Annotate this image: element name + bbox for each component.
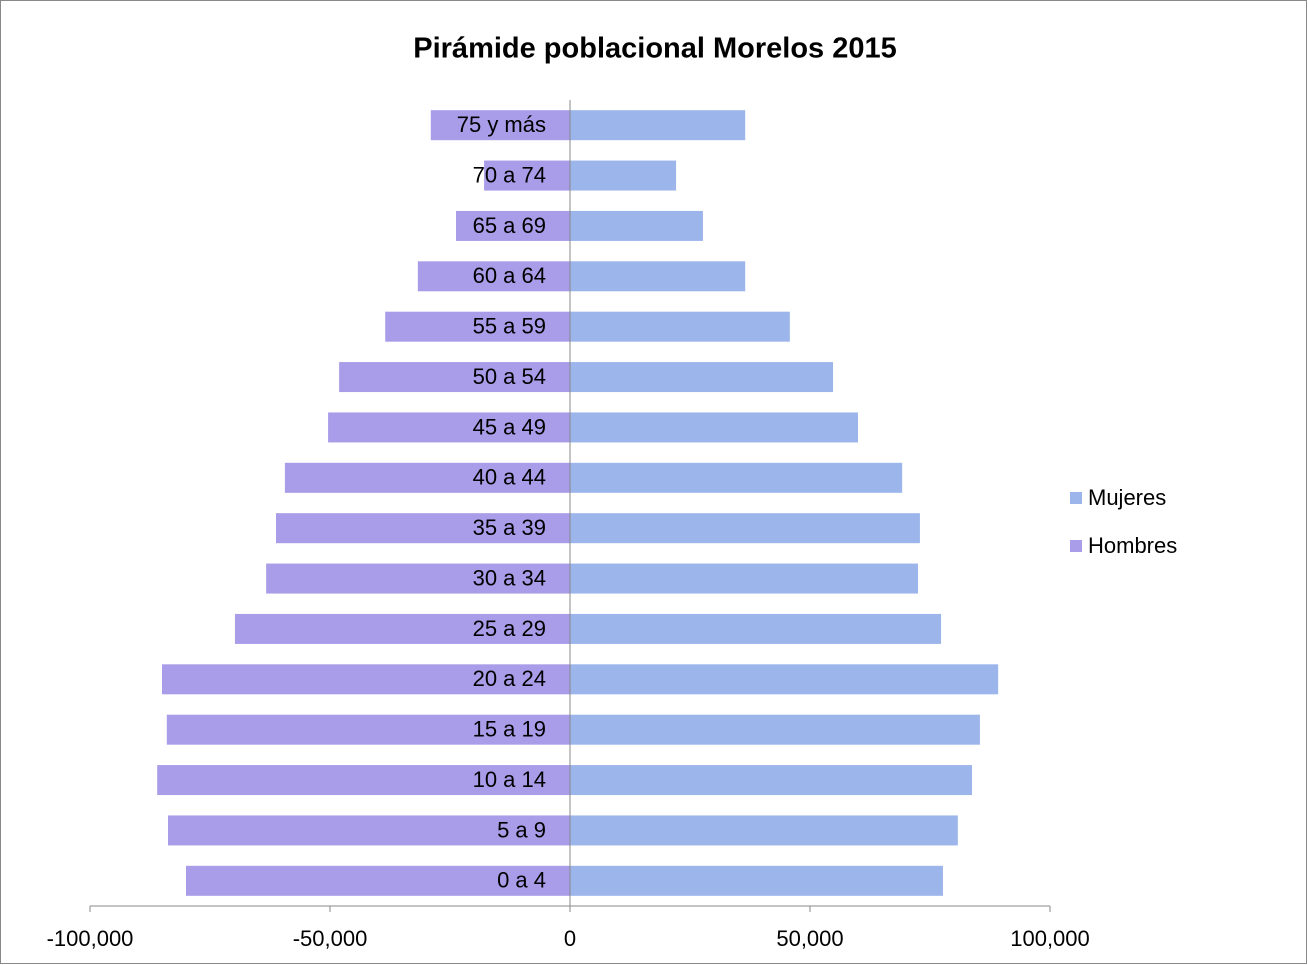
bar [186, 865, 570, 896]
bar [166, 714, 571, 745]
bar [570, 462, 903, 493]
bar [570, 765, 972, 796]
x-tick-label: 50,000 [776, 926, 843, 951]
bar [484, 160, 570, 191]
bar [328, 412, 570, 443]
x-tick-label: -50,000 [293, 926, 368, 951]
bar [570, 613, 942, 644]
bar [570, 714, 980, 745]
category-label: 75 y más [457, 112, 546, 137]
category-label: 40 a 44 [473, 465, 546, 490]
bar [570, 563, 918, 594]
bar [430, 110, 570, 141]
category-label: 10 a 14 [473, 767, 546, 792]
bar [157, 765, 570, 796]
category-label: 65 a 69 [473, 213, 546, 238]
legend-swatch [1070, 492, 1082, 504]
bar [266, 563, 570, 594]
x-tick-label: 0 [564, 926, 576, 951]
category-label: 15 a 19 [473, 717, 546, 742]
bar [456, 210, 570, 241]
category-label: 0 a 4 [497, 868, 546, 893]
chart-title: Pirámide poblacional Morelos 2015 [413, 33, 897, 65]
legend-label: Hombres [1088, 533, 1177, 558]
category-label: 50 a 54 [473, 364, 546, 389]
bar [162, 664, 570, 695]
bar [570, 362, 834, 393]
bar [570, 311, 790, 342]
bar [570, 160, 677, 191]
bar [570, 513, 920, 544]
category-label: 60 a 64 [473, 263, 546, 288]
bar [168, 815, 570, 846]
bar [570, 664, 999, 695]
bar [339, 362, 570, 393]
category-label: 30 a 34 [473, 565, 546, 590]
category-label: 5 a 9 [497, 817, 546, 842]
category-label: 55 a 59 [473, 314, 546, 339]
legend-label: Mujeres [1088, 485, 1166, 510]
bar [570, 261, 746, 292]
bar [570, 210, 703, 241]
bar [276, 513, 570, 544]
category-label: 20 a 24 [473, 666, 546, 691]
bar [417, 261, 570, 292]
bar [385, 311, 570, 342]
category-label: 25 a 29 [473, 616, 546, 641]
category-label: 45 a 49 [473, 414, 546, 439]
category-label: 35 a 39 [473, 515, 546, 540]
bar [570, 412, 858, 443]
bar [234, 613, 570, 644]
bar [284, 462, 570, 493]
bar [570, 865, 943, 896]
x-tick-label: 100,000 [1010, 926, 1090, 951]
x-tick-label: -100,000 [47, 926, 134, 951]
category-label: 70 a 74 [473, 162, 546, 187]
bar [570, 815, 958, 846]
legend-swatch [1070, 540, 1082, 552]
bar [570, 110, 746, 141]
